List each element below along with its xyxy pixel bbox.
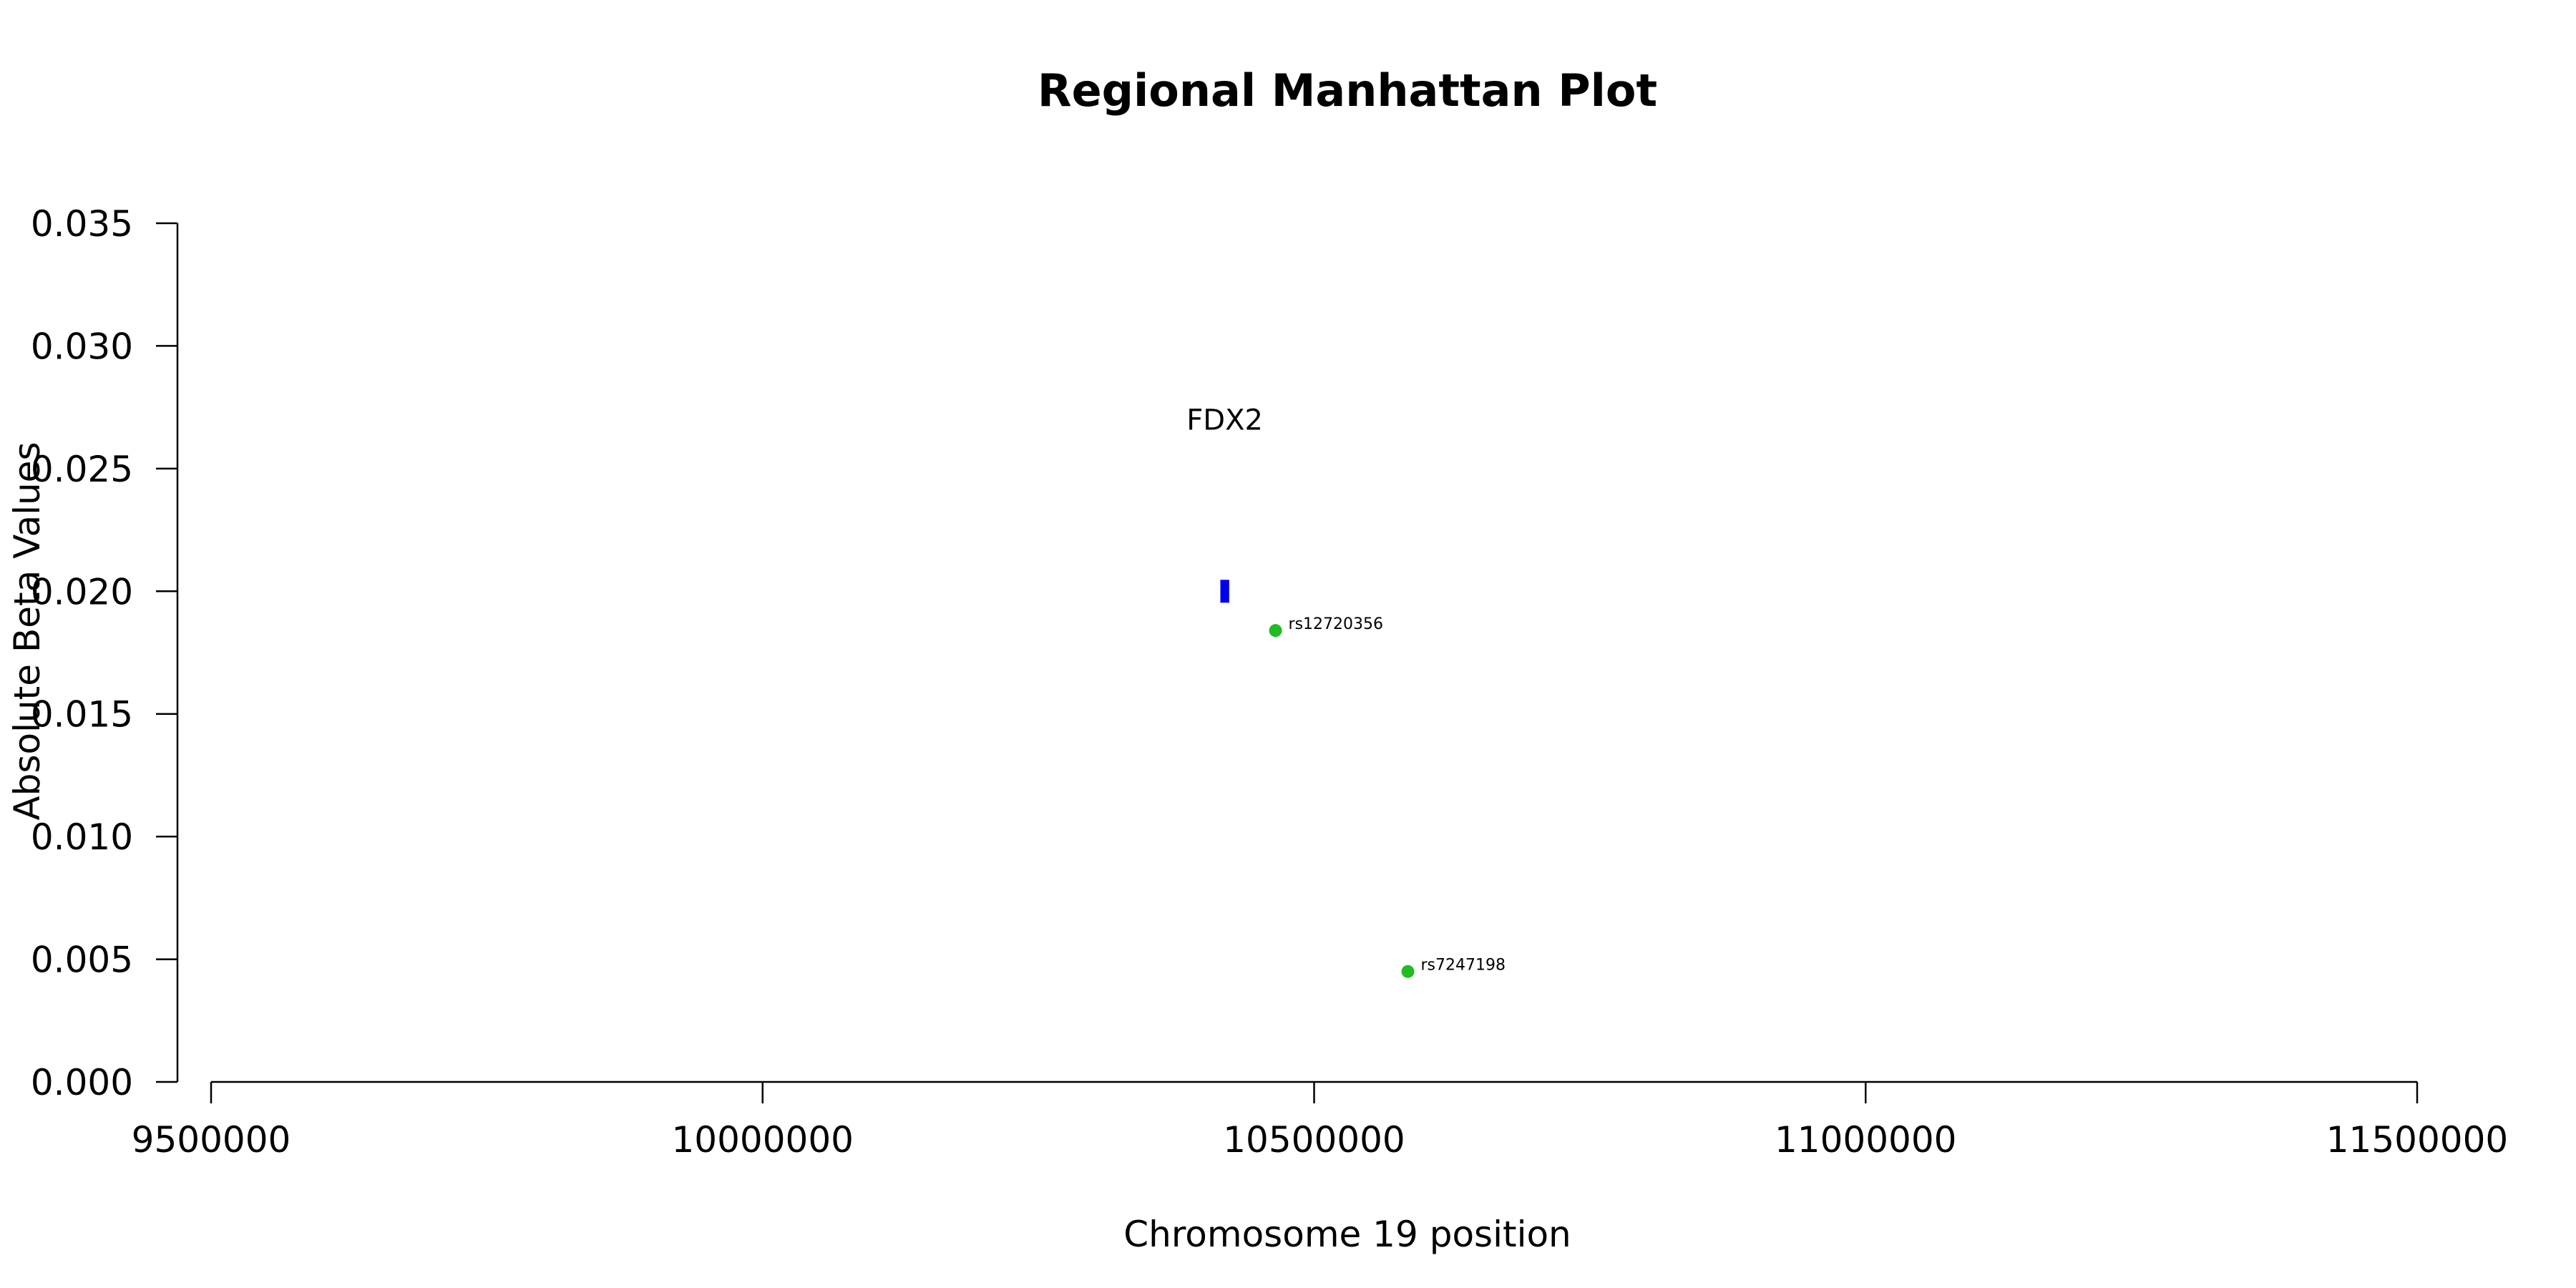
x-tick-label: 11000000 <box>1775 1119 1957 1161</box>
gene-bar <box>1220 580 1229 603</box>
y-tick-label: 0.015 <box>31 694 133 736</box>
snp-label: rs12720356 <box>1289 615 1383 633</box>
x-tick-label: 11500000 <box>2326 1119 2509 1161</box>
snp-label: rs7247198 <box>1421 957 1506 975</box>
y-axis: 0.000 0.005 0.010 0.015 0.020 0.025 0.030 0.035 <box>31 203 179 1103</box>
gene-label: FDX2 <box>1186 404 1263 436</box>
y-axis-label: Absolute Beta Values <box>6 442 48 821</box>
x-tick-label: 10500000 <box>1223 1119 1405 1161</box>
snp-points: rs12720356 rs7247198 <box>1269 615 1506 978</box>
x-tick-label: 10000000 <box>672 1119 854 1161</box>
y-tick-label: 0.005 <box>31 940 133 981</box>
y-tick-label: 0.010 <box>31 816 133 858</box>
chart-title: Regional Manhattan Plot <box>1038 64 1657 117</box>
gene-track: FDX2 <box>1186 404 1263 603</box>
y-tick-label: 0.035 <box>31 203 133 245</box>
y-tick-label: 0.000 <box>31 1062 133 1103</box>
snp-point <box>1401 965 1415 978</box>
snp-point <box>1269 624 1282 638</box>
y-tick-label: 0.025 <box>31 449 133 490</box>
x-axis-label: Chromosome 19 position <box>1123 1214 1571 1255</box>
y-tick-label: 0.020 <box>31 571 133 613</box>
x-tick-label: 9500000 <box>132 1119 291 1161</box>
x-axis: 9500000 10000000 10500000 11000000 11500000 <box>132 1080 2509 1161</box>
y-tick-label: 0.030 <box>31 326 133 367</box>
